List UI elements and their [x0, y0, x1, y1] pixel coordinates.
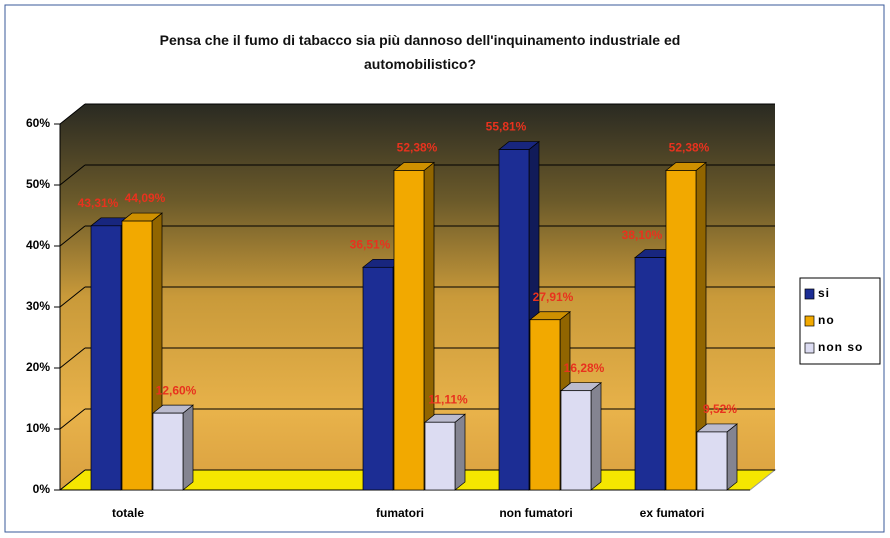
legend-swatch [804, 315, 815, 327]
x-tick-label: totale [112, 506, 144, 520]
value-label: 44,09% [125, 191, 166, 205]
bar [560, 390, 592, 491]
frame [4, 4, 885, 533]
y-tick-label: 60% [26, 116, 50, 130]
value-label: 27,91% [533, 290, 574, 304]
bar [424, 421, 456, 491]
value-label: 11,11% [428, 392, 468, 406]
y-tick-label: 40% [26, 238, 50, 252]
x-tick-label: fumatori [376, 506, 424, 520]
value-label: 55,81% [486, 120, 527, 134]
grid-line-side [59, 225, 86, 247]
grid-line-side [59, 164, 86, 186]
bar-side [726, 423, 738, 491]
value-label: 12,60% [156, 383, 197, 397]
value-label: 52,38% [669, 141, 710, 155]
grid-line-side [59, 408, 86, 430]
value-label: 38,10% [622, 228, 663, 242]
value-label: 43,31% [78, 196, 119, 210]
x-tick-label: non fumatori [499, 506, 572, 520]
bar [634, 257, 666, 491]
bar [393, 170, 425, 491]
bar [696, 431, 728, 491]
value-label: 9,52% [703, 402, 737, 416]
value-label: 16,28% [564, 361, 605, 375]
bar [665, 170, 697, 491]
legend-label: no [818, 313, 835, 327]
bar [498, 149, 530, 491]
grid-line-side [59, 103, 86, 125]
grid-line-side [59, 469, 86, 491]
bar [152, 412, 184, 491]
legend-swatch [804, 288, 815, 300]
value-label: 52,38% [397, 141, 438, 155]
grid-line-side [59, 347, 86, 369]
bar [529, 319, 561, 491]
chart-title: Pensa che il fumo di tabacco sia più dan… [159, 32, 681, 72]
y-tick-label: 50% [26, 177, 50, 191]
y-tick-label: 10% [26, 421, 50, 435]
bar-side [590, 381, 602, 491]
grid-line-side [59, 286, 86, 308]
value-label: 36,51% [350, 237, 391, 251]
y-tick-label: 20% [26, 360, 50, 374]
bar-side [454, 413, 466, 491]
legend-label: si [818, 286, 830, 300]
bar [90, 225, 122, 491]
y-tick-label: 30% [26, 299, 50, 313]
legend-label: non so [818, 340, 863, 354]
bar [121, 220, 153, 491]
x-tick-label: ex fumatori [640, 506, 705, 520]
bar [362, 266, 394, 491]
y-tick-label: 0% [33, 482, 51, 496]
legend-swatch [804, 342, 815, 354]
bar-side [182, 404, 194, 491]
